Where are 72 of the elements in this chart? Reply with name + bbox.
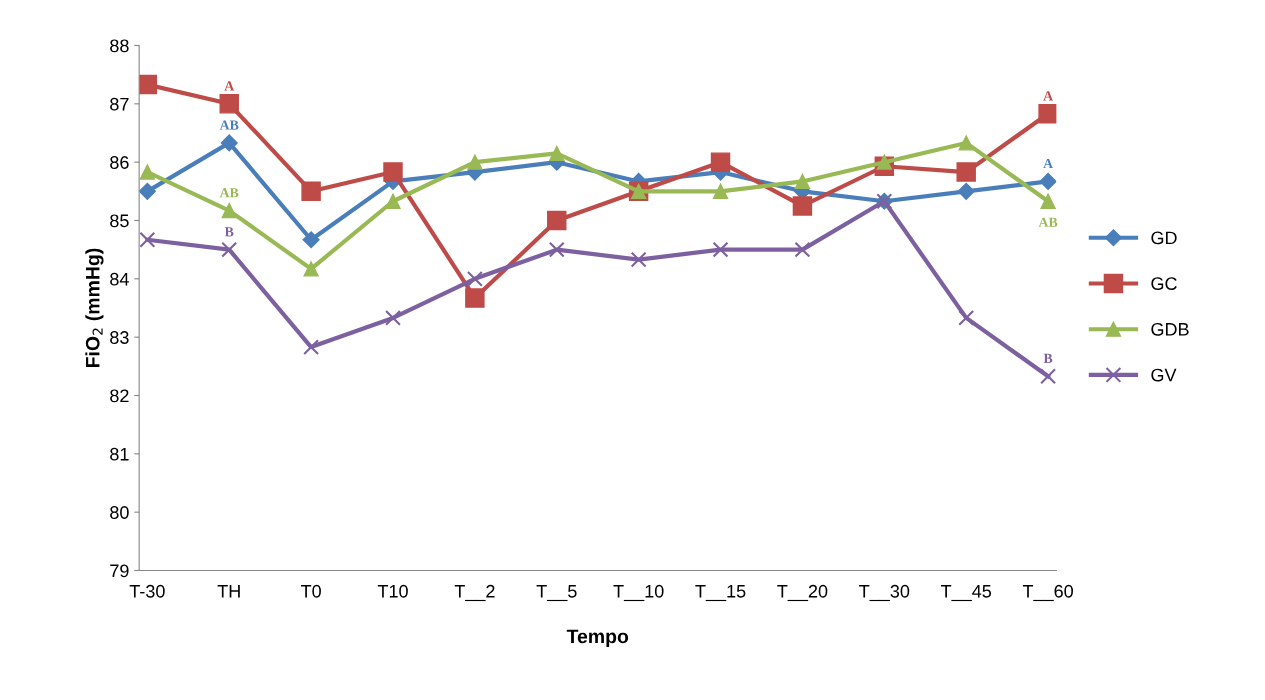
legend-label: GD — [1151, 231, 1177, 245]
point — [1038, 104, 1057, 124]
point — [710, 152, 731, 172]
point — [958, 135, 974, 151]
x-tick-label: T0 — [300, 584, 321, 598]
point — [385, 193, 401, 209]
annotation: AB — [219, 120, 239, 130]
annotation: B — [224, 227, 234, 237]
x-tick-label: T10 — [377, 584, 408, 598]
point — [712, 241, 729, 258]
point — [139, 182, 156, 200]
point — [956, 162, 976, 182]
y-tick-label: 79 — [110, 564, 129, 578]
annotation: B — [1043, 353, 1053, 363]
annotation: AB — [219, 188, 239, 198]
y-tick-label: 83 — [110, 331, 129, 344]
x-tick-label: T__2 — [454, 584, 495, 602]
point — [794, 173, 811, 190]
x-tick-label: T__60 — [1022, 584, 1073, 602]
point — [792, 196, 813, 216]
point — [958, 309, 975, 326]
point — [221, 202, 237, 219]
y-tick-label: 85 — [110, 214, 129, 228]
legend-label: GDB — [1151, 322, 1189, 336]
x-tick-label: T__15 — [695, 585, 746, 602]
point — [1040, 368, 1057, 385]
x-tick-label: TH — [217, 585, 240, 598]
y-tick-label: 80 — [110, 506, 129, 519]
point — [303, 261, 319, 277]
x-axis-title: Tempo — [566, 629, 629, 648]
x-tick-label: T-30 — [129, 584, 165, 598]
point — [794, 241, 811, 258]
y-tick-label: 84 — [110, 272, 129, 286]
x-tick-label: T__5 — [536, 585, 577, 602]
point — [712, 183, 729, 199]
legend-label: GC — [1151, 277, 1177, 290]
x-tick-label: T__20 — [777, 584, 828, 602]
point — [467, 154, 483, 170]
point — [549, 145, 565, 162]
point — [957, 182, 975, 200]
point — [303, 339, 320, 356]
x-tick-label: T__45 — [941, 585, 992, 602]
point — [630, 251, 647, 268]
y-axis-title: FiO$_{2}$ (mmHg) — [85, 248, 104, 368]
annotation: AB — [1038, 217, 1058, 227]
y-tick-label: 88 — [110, 39, 129, 53]
point — [385, 309, 401, 326]
point — [221, 241, 238, 258]
point — [466, 270, 483, 287]
point — [139, 74, 158, 95]
point — [302, 231, 320, 249]
annotation: A — [224, 81, 235, 91]
legend-label: GV — [1151, 368, 1177, 382]
annotation: A — [1043, 91, 1053, 101]
point — [548, 241, 565, 258]
point — [383, 162, 403, 182]
point — [220, 134, 238, 152]
x-tick-label: T__30 — [859, 584, 910, 602]
point — [139, 231, 156, 248]
point — [139, 164, 155, 180]
y-tick-label: 82 — [110, 389, 129, 403]
x-tick-label: T__10 — [613, 584, 664, 602]
point — [465, 288, 485, 308]
y-tick-label: 86 — [110, 156, 129, 169]
point — [547, 210, 567, 231]
point — [219, 94, 239, 114]
y-tick-label: 81 — [110, 447, 129, 461]
point — [301, 181, 321, 202]
point — [1040, 193, 1056, 209]
y-tick-label: 87 — [110, 97, 129, 111]
annotation: A — [1043, 158, 1053, 169]
point — [1039, 172, 1057, 190]
